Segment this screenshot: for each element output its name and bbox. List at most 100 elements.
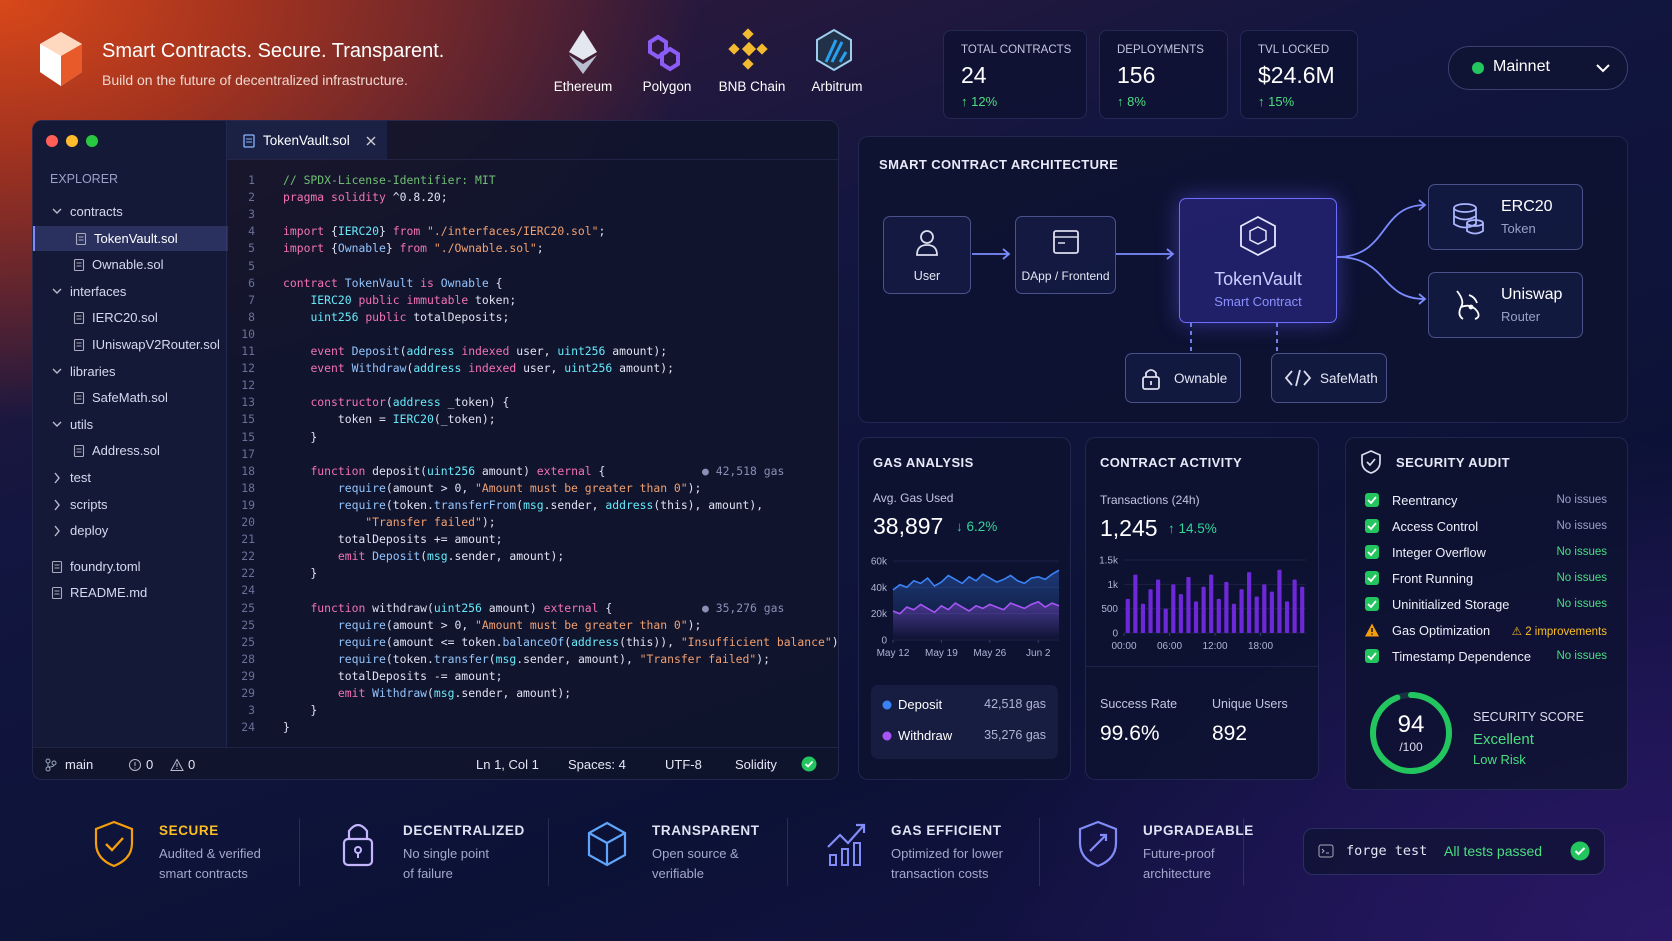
code-token: solidity xyxy=(331,190,386,205)
audit-status: ⚠ 2 improvements xyxy=(1512,624,1607,638)
tree-item[interactable]: test xyxy=(33,465,226,490)
code-token: ); xyxy=(756,651,770,666)
change-value: 15% xyxy=(1268,94,1295,109)
vault-node[interactable]: TokenVault Smart Contract xyxy=(1179,198,1337,323)
tree-item[interactable]: foundry.toml xyxy=(33,554,226,579)
tick xyxy=(1367,496,1377,505)
code-token: } xyxy=(283,566,318,581)
line-number: 8 xyxy=(248,309,255,324)
feature-icon xyxy=(587,821,627,867)
code-token: constructor xyxy=(310,395,386,410)
gas-chart: 0 20k 40k 60k May 12 May 19 May 26 Jun 2 xyxy=(871,557,1060,659)
safemath-node[interactable]: SafeMath xyxy=(1271,353,1387,403)
node-sub: Token xyxy=(1501,221,1536,236)
feature-desc: smart contracts xyxy=(159,866,248,881)
tab-close[interactable] xyxy=(365,135,377,147)
network-select[interactable]: Mainnet xyxy=(1448,46,1628,90)
stat-label: TVL LOCKED xyxy=(1258,44,1330,56)
tree-label: scripts xyxy=(70,496,108,512)
code-token: "./interfaces/IERC20.sol" xyxy=(427,224,599,239)
tree-item[interactable]: utils xyxy=(33,412,226,437)
code-token xyxy=(283,652,338,666)
code-token xyxy=(324,190,331,204)
feature-title: TRANSPARENT xyxy=(652,823,760,838)
line-number: 22 xyxy=(241,566,255,581)
code-token: ; xyxy=(536,241,544,256)
tree-item[interactable]: deploy xyxy=(33,518,226,543)
ownable-node[interactable]: Ownable xyxy=(1125,353,1241,403)
stat-card[interactable]: TOTAL CONTRACTS 24 ↑ 12% xyxy=(943,30,1087,119)
chevron-path xyxy=(54,499,60,511)
audit-status: No issues xyxy=(1557,520,1608,532)
check-box xyxy=(1365,545,1379,559)
bar xyxy=(1284,601,1290,633)
code-token: ( xyxy=(420,549,428,564)
code-token: ( xyxy=(564,634,572,649)
tree-item[interactable]: libraries xyxy=(33,359,226,384)
window-controls[interactable] xyxy=(45,133,109,149)
feature-desc: Open source & xyxy=(652,846,739,861)
line-number: 18 xyxy=(241,480,255,495)
tree-item[interactable]: README.md xyxy=(33,580,226,605)
line-number: 6 xyxy=(248,275,255,290)
code-token xyxy=(427,241,434,255)
tick xyxy=(1367,574,1377,583)
file-shape xyxy=(73,259,85,272)
bar xyxy=(1300,586,1305,633)
explorer-title: EXPLORER xyxy=(50,172,119,186)
chevron-path xyxy=(52,368,62,374)
tree-item[interactable]: interfaces xyxy=(33,279,226,304)
tree-item[interactable]: TokenVault.sol xyxy=(33,225,228,251)
tree-item[interactable]: Address.sol xyxy=(33,438,226,463)
code-line: } xyxy=(283,703,317,717)
gas-legend: Deposit 42,518 gas Withdraw 35,276 gas xyxy=(871,685,1058,759)
code-token: .sender, amount); xyxy=(447,549,565,564)
user-node[interactable]: User xyxy=(883,216,971,294)
code-token: _token) { xyxy=(440,395,510,410)
code-line: require(token.transfer(msg.sender, amoun… xyxy=(283,652,770,666)
code-token: indexed xyxy=(468,361,517,376)
stat-card[interactable]: DEPLOYMENTS 156 ↑ 8% xyxy=(1099,30,1228,119)
score: 94 xyxy=(1397,711,1425,738)
tree-item[interactable]: SafeMath.sol xyxy=(33,385,226,410)
code-token: event xyxy=(310,344,345,358)
uniswap-node[interactable]: Uniswap Router xyxy=(1428,272,1583,338)
bar xyxy=(1254,596,1259,633)
file-lines xyxy=(54,564,60,569)
y-tick-label: 0 xyxy=(1112,629,1118,640)
box xyxy=(1365,519,1379,533)
code-token: "./Ownable.sol" xyxy=(433,241,537,256)
tree-item[interactable]: Ownable.sol xyxy=(33,252,226,277)
legend-swatch xyxy=(882,700,892,710)
check-box xyxy=(1365,493,1379,507)
series-line xyxy=(892,600,1060,615)
tree-item[interactable]: contracts xyxy=(33,199,226,224)
audit-name: Integer Overflow xyxy=(1392,545,1486,560)
box xyxy=(1365,545,1379,559)
erc20-node[interactable]: ERC20 Token xyxy=(1428,184,1583,250)
code-line: token = IERC20(_token); xyxy=(283,412,496,426)
line-number: 22 xyxy=(241,549,255,564)
tree-item[interactable]: IERC20.sol xyxy=(33,305,226,330)
tree-item[interactable]: IUniswapV2Router.sol xyxy=(33,332,226,357)
stat-card[interactable]: TVL LOCKED $24.6M ↑ 15% xyxy=(1240,30,1358,119)
tree-item[interactable]: scripts xyxy=(33,492,226,517)
code-token: balanceOf xyxy=(502,634,565,649)
code-line: totalDeposits -= amount; xyxy=(283,669,503,683)
tab[interactable]: TokenVault.sol xyxy=(227,121,387,159)
dapp-node[interactable]: DApp / Frontend xyxy=(1015,216,1116,294)
code-token xyxy=(283,293,310,307)
feature-title: SECURE xyxy=(159,823,219,838)
code-token: ( xyxy=(385,395,393,410)
tree-label: IUniswapV2Router.sol xyxy=(92,337,220,352)
code-token: withdraw( xyxy=(365,600,434,615)
code-token xyxy=(283,395,310,409)
code-token: amount); xyxy=(612,361,674,376)
metric: 38,897 xyxy=(873,513,944,539)
sidebar: EXPLORER contracts TokenVault.sol Ownable.… xyxy=(33,121,228,747)
y-tick-label: 40k xyxy=(871,583,888,594)
chevron-path xyxy=(54,472,60,484)
code-token: { xyxy=(488,275,503,290)
shield-icon xyxy=(1361,450,1381,474)
code-line: require(amount > 0, "Amount must be grea… xyxy=(283,618,701,632)
